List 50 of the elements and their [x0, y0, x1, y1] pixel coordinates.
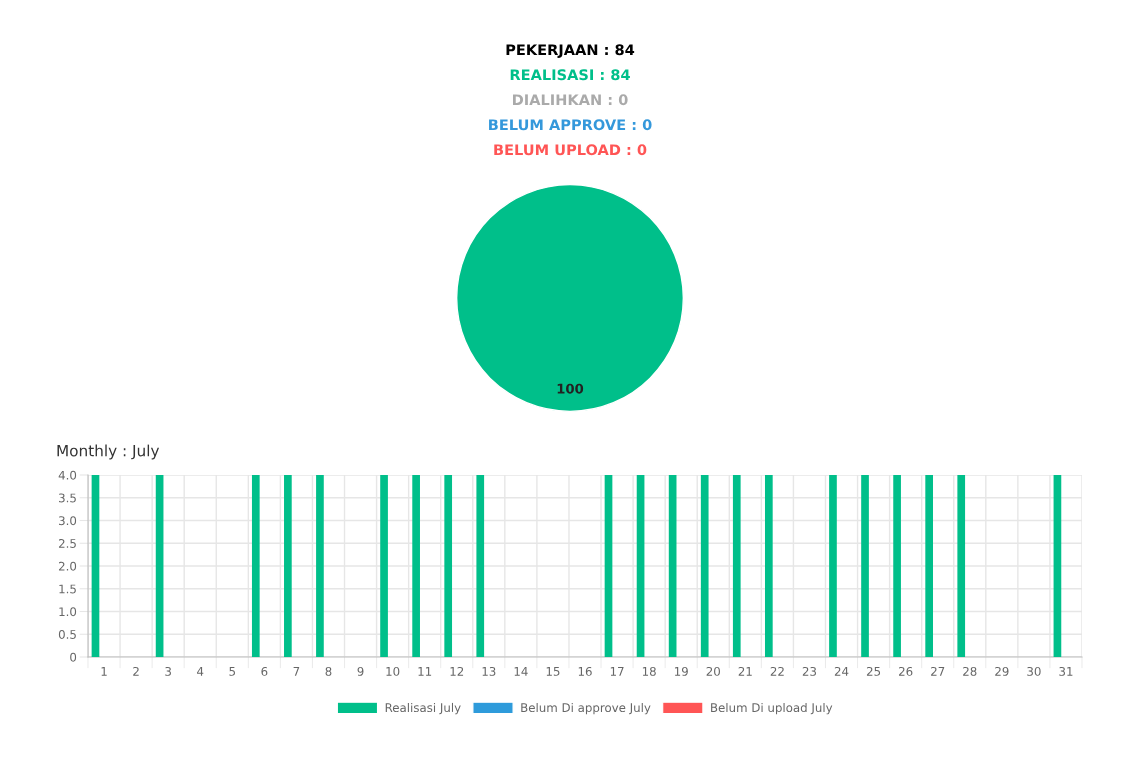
x-tick-label: 5 [229, 667, 236, 676]
data-label: 100 [557, 383, 584, 394]
x-tick-label: 21 [738, 666, 752, 676]
legend-label: Realisasi July [385, 702, 461, 715]
x-tick-label: 4 [197, 667, 204, 676]
chart-title: Monthly : July [57, 444, 160, 460]
x-tick-label: 6 [261, 666, 268, 676]
x-tick-label: 29 [995, 666, 1009, 676]
x-tick-label: 8 [325, 666, 332, 676]
y-tick-label: 1.5 [59, 584, 76, 594]
y-tick-label: 3.5 [59, 493, 76, 503]
x-tick-label: 9 [357, 666, 364, 676]
x-tick-label: 22 [770, 666, 784, 676]
x-tick-label: 11 [418, 667, 432, 676]
x-tick-label: 12 [450, 666, 464, 676]
legend-label: Belum Di approve July [521, 702, 651, 715]
x-tick-label: 15 [546, 667, 560, 676]
x-tick-label: 27 [931, 666, 945, 676]
x-tick-label: 30 [1027, 666, 1041, 676]
x-tick-label: 24 [834, 666, 849, 676]
y-tick-label: 0 [70, 652, 77, 662]
x-tick-label: 28 [963, 666, 977, 676]
x-tick-label: 16 [578, 666, 592, 676]
x-tick-label: 1 [101, 667, 107, 676]
x-tick-label: 17 [610, 667, 624, 676]
x-tick-label: 20 [706, 666, 720, 676]
x-tick-label: 7 [293, 667, 300, 676]
y-tick-label: 3.0 [59, 516, 77, 526]
y-tick-label: 4.0 [58, 470, 77, 480]
y-tick-label: 2.5 [58, 538, 76, 548]
x-tick-label: 31 [1059, 666, 1073, 676]
x-tick-label: 18 [642, 666, 656, 676]
x-tick-label: 14 [514, 667, 528, 676]
y-tick-label: 2.0 [58, 561, 77, 571]
text: BELUM UPLOAD : 0 [494, 144, 647, 156]
text: REALISASI : 84 [510, 69, 630, 81]
x-tick-label: 19 [674, 666, 688, 676]
text: DIALIHKAN : 0 [513, 94, 628, 106]
legend-label: Belum Di upload July [711, 702, 833, 715]
x-tick-label: 2 [133, 666, 139, 676]
y-tick-label: 1.0 [59, 607, 77, 617]
x-tick-label: 13 [482, 666, 496, 676]
x-tick-label: 25 [866, 666, 881, 676]
y-tick-label: 0.5 [58, 629, 76, 639]
x-tick-label: 3 [165, 666, 171, 676]
text: BELUM APPROVE : 0 [489, 119, 652, 131]
x-tick-label: 23 [802, 666, 817, 676]
x-tick-label: 10 [386, 666, 400, 676]
chart-title: PEKERJAAN : 84 [506, 44, 635, 58]
x-tick-label: 26 [899, 666, 913, 676]
